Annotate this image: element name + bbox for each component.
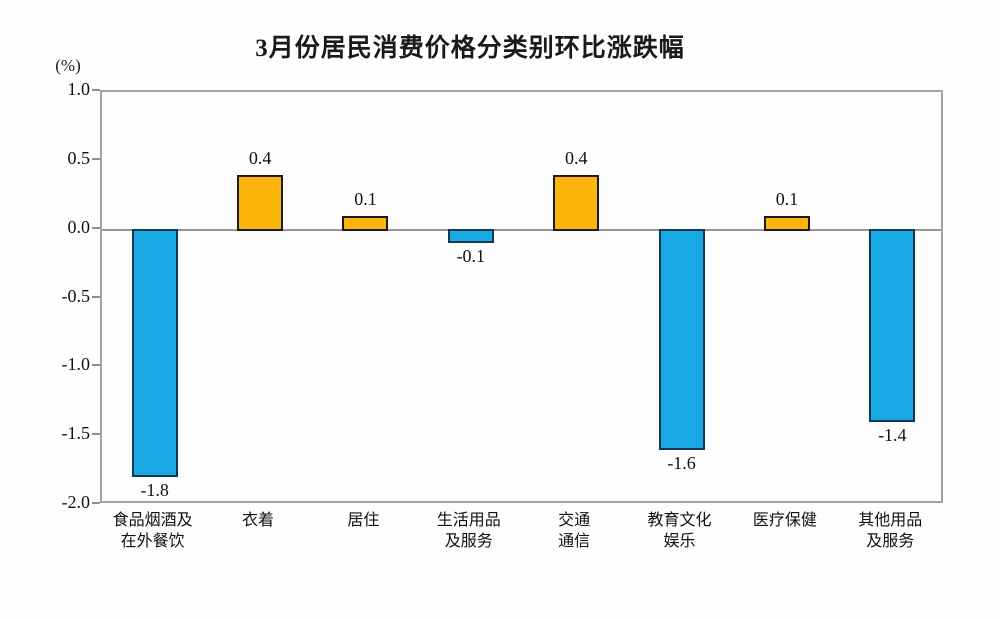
y-tick-label-3: -0.5 xyxy=(61,285,91,306)
bar-value-label-6: 0.1 xyxy=(775,188,799,209)
y-tick-label-0: 1.0 xyxy=(67,79,91,99)
bar-3 xyxy=(447,228,494,244)
y-tick-label-5: -1.5 xyxy=(61,423,91,444)
bar-value-label-5: -1.6 xyxy=(667,452,696,473)
bar-2 xyxy=(342,215,389,231)
y-tick-mark-3 xyxy=(92,295,100,298)
y-tick-mark-4 xyxy=(92,364,100,367)
y-tick-mark-2 xyxy=(92,226,100,229)
bar-value-label-0: -1.8 xyxy=(140,480,169,501)
plot-area: -1.8 0.4 0.1 -0.1 0.4 -1.6 0.1 -1.4 xyxy=(100,90,943,503)
bar-5 xyxy=(658,228,705,450)
bar-value-label-2: 0.1 xyxy=(354,188,377,209)
y-tick-label-1: 0.5 xyxy=(67,147,91,168)
x-category-label-7: 其他用品 及服务 xyxy=(858,512,923,550)
y-tick-mark-6 xyxy=(92,502,100,504)
bar-6 xyxy=(763,215,810,231)
bar-7 xyxy=(869,228,916,423)
y-tick-mark-0 xyxy=(92,89,100,91)
bar-1 xyxy=(237,174,284,231)
bar-value-label-4: 0.4 xyxy=(564,147,588,168)
x-category-label-1: 衣着 xyxy=(242,512,275,529)
x-category-label-5: 教育文化 娱乐 xyxy=(647,512,712,550)
chart-title: 3月份居民消费价格分类别环比涨跌幅 xyxy=(255,35,685,62)
y-axis-unit-label: (%) xyxy=(55,56,81,75)
zero-line xyxy=(102,228,941,231)
bar-value-label-7: -1.4 xyxy=(878,425,907,446)
y-tick-mark-5 xyxy=(92,433,100,436)
y-tick-mark-1 xyxy=(92,157,100,160)
y-tick-label-4: -1.0 xyxy=(61,354,91,375)
x-category-label-3: 生活用品 及服务 xyxy=(436,512,501,550)
x-category-label-2: 居住 xyxy=(347,512,380,529)
x-category-label-0: 食品烟酒及 在外餐饮 xyxy=(112,512,193,550)
x-category-label-6: 医疗保健 xyxy=(752,512,817,529)
y-tick-label-6: -2.0 xyxy=(61,492,91,512)
bar-value-label-3: -0.1 xyxy=(456,246,486,267)
y-tick-label-2: 0.0 xyxy=(67,216,91,237)
x-category-label-4: 交通 通信 xyxy=(558,512,591,550)
bar-4 xyxy=(553,174,600,231)
bar-value-label-1: 0.4 xyxy=(248,147,272,168)
bar-0 xyxy=(131,228,178,478)
